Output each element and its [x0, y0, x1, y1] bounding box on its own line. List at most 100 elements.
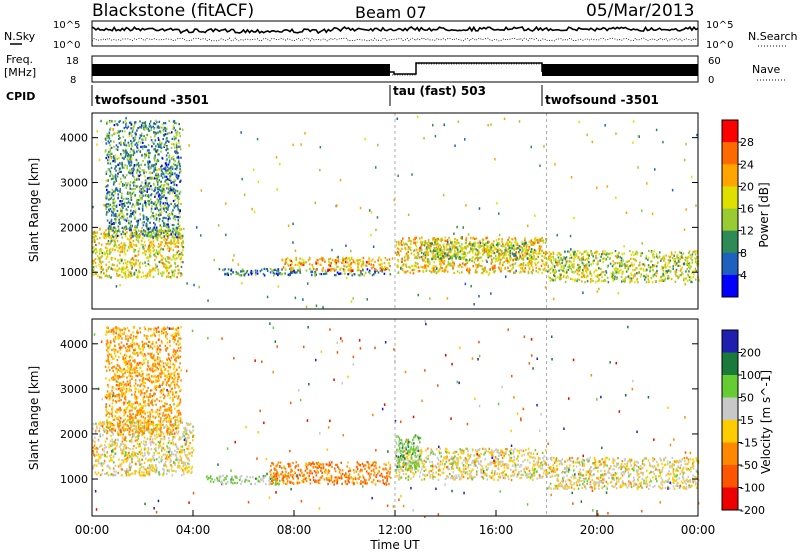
power-cell	[159, 145, 161, 148]
power-cell	[498, 255, 501, 258]
velocity-cell	[95, 459, 98, 462]
power-cell	[155, 132, 158, 135]
power-cell	[173, 183, 176, 186]
power-cell	[177, 174, 180, 177]
power-cell	[453, 262, 455, 265]
power-cell	[163, 263, 166, 266]
power-cell	[104, 233, 107, 236]
power-cell	[320, 263, 322, 266]
power-cell	[439, 253, 441, 256]
power-cell	[225, 273, 227, 276]
velocity-cell	[179, 451, 182, 454]
power-cell	[109, 203, 112, 206]
velocity-cell	[129, 455, 132, 458]
power-cell	[298, 265, 301, 268]
power-cell	[242, 273, 245, 276]
power-cell	[139, 171, 141, 174]
power-cell	[440, 254, 443, 257]
power-cell	[511, 237, 513, 241]
power-cell	[468, 242, 470, 246]
power-cell	[433, 238, 436, 242]
power-cell	[421, 266, 424, 269]
velocity-cell	[138, 471, 141, 474]
power-cell	[498, 258, 501, 261]
velocity-cell	[175, 456, 178, 459]
power-cell	[456, 270, 459, 273]
power-cell	[164, 180, 166, 183]
power-cell	[177, 176, 180, 179]
power-cell	[574, 270, 577, 273]
power-cell	[171, 212, 174, 216]
power-cell	[178, 231, 181, 234]
power-cell	[446, 239, 449, 242]
power-cell	[442, 251, 444, 254]
power-cell	[158, 245, 161, 248]
power-cell	[399, 249, 402, 253]
power-cell	[128, 121, 131, 124]
power-noise	[646, 182, 648, 185]
power-noise	[467, 233, 470, 236]
power-cell	[442, 245, 445, 248]
power-cell	[507, 250, 509, 253]
power-cell	[150, 242, 152, 245]
power-cell	[136, 236, 139, 239]
power-cell	[170, 189, 173, 192]
power-cell	[147, 247, 149, 250]
power-cell	[553, 274, 555, 277]
velocity-cell	[100, 422, 103, 425]
power-cell	[400, 239, 403, 243]
velocity-cell	[143, 474, 145, 477]
power-cell	[167, 183, 170, 186]
power-cell	[145, 222, 148, 225]
power-cell	[165, 171, 167, 174]
velocity-cell	[154, 424, 157, 427]
power-noise	[292, 222, 294, 226]
power-cell	[155, 175, 157, 179]
power-cell	[146, 149, 149, 152]
velocity-cell	[110, 444, 112, 447]
power-cell	[395, 251, 397, 255]
power-cell	[130, 172, 132, 175]
power-cell	[448, 236, 450, 239]
power-cell	[611, 265, 614, 268]
velocity-cell	[134, 427, 136, 430]
power-cell	[440, 237, 443, 240]
velocity-cell	[94, 471, 97, 474]
power-cell	[224, 268, 226, 271]
power-cell	[161, 220, 164, 223]
velocity-cell	[184, 428, 186, 431]
power-cell	[169, 175, 171, 178]
power-cell	[128, 247, 131, 250]
power-cell	[132, 248, 135, 251]
power-cell	[113, 190, 116, 193]
velocity-cell	[134, 453, 136, 456]
power-cell	[151, 145, 153, 148]
power-cell	[628, 259, 630, 262]
power-cell	[456, 255, 459, 258]
power-cell	[165, 179, 167, 182]
velocity-cell	[134, 462, 137, 465]
power-cell	[656, 269, 658, 272]
power-cell	[681, 256, 683, 259]
power-cell	[144, 182, 147, 185]
power-cell	[177, 264, 179, 268]
power-cell	[471, 249, 474, 252]
power-cell	[402, 237, 404, 240]
power-cell	[455, 257, 457, 260]
power-cell	[150, 194, 152, 197]
power-cell	[138, 174, 140, 177]
power-cell	[407, 254, 409, 257]
power-noise	[494, 158, 496, 161]
power-cell	[136, 146, 139, 149]
power-cell	[180, 234, 183, 237]
power-cell	[662, 272, 665, 275]
power-cell	[639, 261, 641, 264]
power-cell	[153, 234, 156, 237]
power-cell	[447, 264, 449, 267]
power-cell	[149, 251, 152, 254]
power-cell	[149, 120, 152, 123]
power-cell	[177, 219, 180, 222]
power-cell	[427, 246, 430, 249]
power-noise	[266, 269, 269, 272]
power-cell	[516, 257, 518, 260]
